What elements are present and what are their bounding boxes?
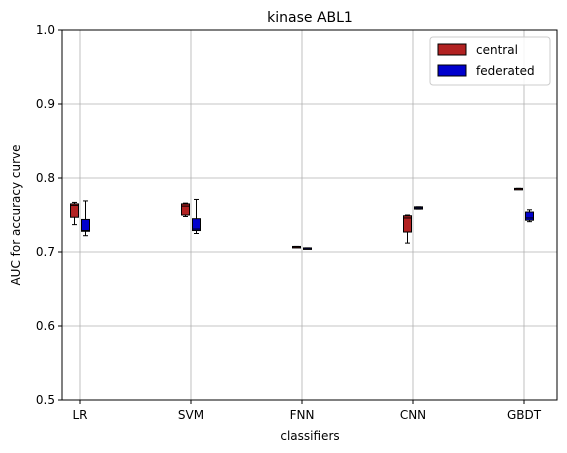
x-tick-label: LR bbox=[72, 408, 87, 422]
x-tick-label: FNN bbox=[290, 408, 315, 422]
x-axis-label: classifiers bbox=[280, 429, 339, 443]
x-tick-label: CNN bbox=[400, 408, 426, 422]
y-tick-label: 0.7 bbox=[36, 245, 55, 259]
central-box-cnn bbox=[403, 214, 412, 244]
y-tick-label: 0.5 bbox=[36, 393, 55, 407]
x-tick-label: GBDT bbox=[507, 408, 542, 422]
box bbox=[403, 215, 412, 233]
axis-layer: 0.5 0.6 0.7 0.8 0.9 1.0 LR SVM FNN CNN GBDT bbox=[36, 23, 542, 422]
legend-label-federated: federated bbox=[476, 64, 535, 78]
legend-label-central: central bbox=[476, 43, 518, 57]
federated-box-lr bbox=[81, 200, 90, 237]
box bbox=[81, 218, 90, 232]
federated-box-svm bbox=[192, 198, 201, 234]
federated-box-gbdt bbox=[525, 209, 534, 223]
central-box-fnn bbox=[292, 245, 301, 249]
chart-title: kinase ABL1 bbox=[267, 10, 353, 26]
central-box-lr bbox=[70, 201, 79, 226]
y-tick-label: 0.8 bbox=[36, 171, 55, 185]
federated-box-cnn bbox=[414, 206, 423, 210]
central-box-svm bbox=[181, 202, 190, 217]
box bbox=[70, 203, 79, 218]
box bbox=[192, 218, 201, 232]
y-axis-label: AUC for accuracy curve bbox=[9, 144, 23, 285]
y-tick-label: 1.0 bbox=[36, 23, 55, 37]
box bbox=[181, 203, 190, 216]
central-box-gbdt bbox=[514, 187, 523, 191]
marks-layer bbox=[70, 187, 534, 250]
legend-swatch-federated bbox=[437, 64, 467, 77]
y-tick-label: 0.9 bbox=[36, 97, 55, 111]
legend-swatch-central bbox=[437, 43, 467, 56]
y-tick-label: 0.6 bbox=[36, 319, 55, 333]
x-tick-label: SVM bbox=[178, 408, 204, 422]
federated-box-fnn bbox=[303, 247, 312, 250]
plot-frame bbox=[61, 29, 558, 401]
legend: central federated bbox=[429, 36, 551, 86]
box bbox=[525, 211, 534, 221]
grid-layer bbox=[62, 30, 557, 400]
